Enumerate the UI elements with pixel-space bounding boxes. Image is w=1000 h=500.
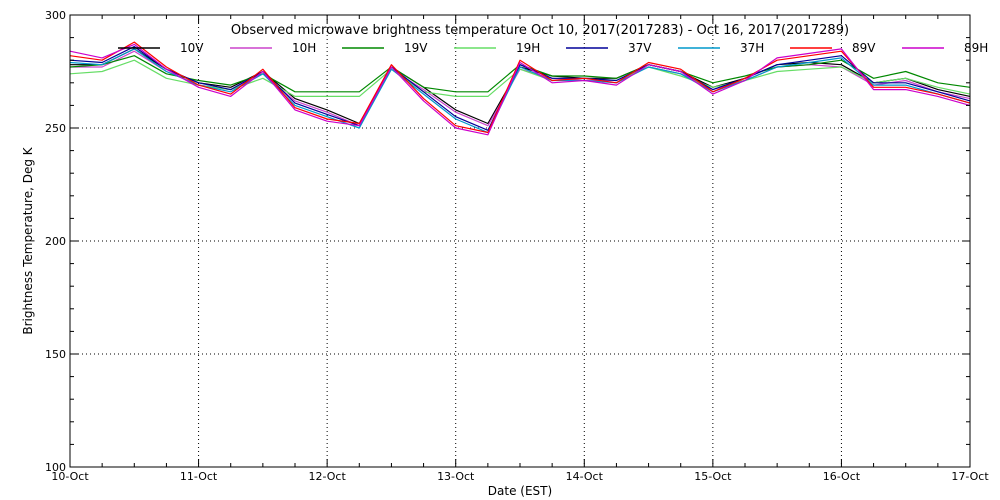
series-line-89H	[69, 43, 971, 136]
x-tick-label: 17-Oct	[951, 470, 989, 483]
chart-title: Observed microwave brightness temperatur…	[231, 23, 849, 38]
legend-label-89H: 89H	[964, 41, 988, 55]
x-tick-label: 12-Oct	[308, 470, 346, 483]
axis-ticks: 100 150 200 250 300 10-Oct 11-Oct 12-Oct 13-Oct 1…	[45, 9, 989, 483]
series-line-89V	[69, 41, 971, 134]
x-tick-label: 10-Oct	[51, 470, 89, 483]
legend-label-19H: 19H	[516, 41, 540, 55]
legend-label-10H: 10H	[292, 41, 316, 55]
x-axis-title: Date (EST)	[488, 484, 552, 498]
legend-label-19V: 19V	[404, 41, 428, 55]
y-tick-label: 250	[45, 122, 66, 135]
series-line-37H	[69, 48, 971, 134]
legend: 10V 10H 19V 19H 37V 37H 89V 89H	[118, 41, 988, 55]
legend-label-37H: 37H	[740, 41, 764, 55]
series-line-37V	[69, 45, 971, 131]
x-tick-label: 13-Oct	[437, 470, 475, 483]
x-tick-label: 16-Oct	[823, 470, 861, 483]
legend-label-10V: 10V	[180, 41, 204, 55]
legend-label-89V: 89V	[852, 41, 876, 55]
y-tick-label: 200	[45, 235, 66, 248]
y-axis-title: Brightness Temperature, Deg K	[21, 146, 35, 334]
series-lines	[69, 41, 971, 136]
x-tick-label: 11-Oct	[180, 470, 218, 483]
x-tick-label: 15-Oct	[694, 470, 732, 483]
legend-label-37V: 37V	[628, 41, 652, 55]
series-line-19H	[69, 59, 971, 98]
y-tick-label: 100	[45, 461, 66, 474]
y-tick-label: 300	[45, 9, 66, 22]
y-tick-label: 150	[45, 348, 66, 361]
grid	[70, 15, 970, 467]
x-tick-label: 14-Oct	[566, 470, 604, 483]
